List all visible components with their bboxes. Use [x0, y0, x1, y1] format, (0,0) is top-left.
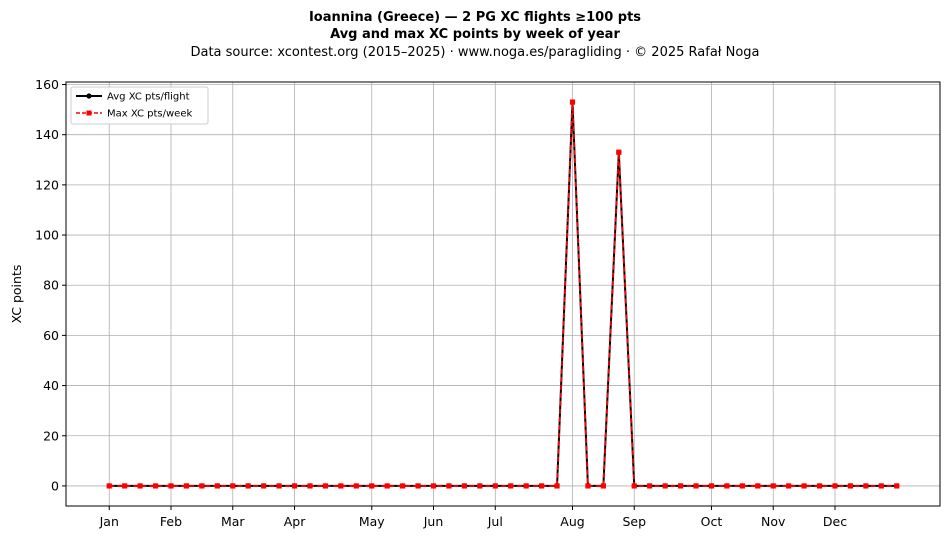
x-tick-label: Sep: [622, 514, 646, 529]
x-axis: Jan Feb Mar Apr May Jun Jul Aug Sep Oct Nov Dec: [99, 506, 847, 529]
series-point-1: [307, 483, 313, 489]
series-point-1: [477, 483, 483, 489]
y-axis: 0 20 40 60 80 100 120 140 160: [35, 77, 66, 493]
y-tick-label: 80: [43, 278, 59, 293]
series-point-1: [878, 483, 884, 489]
series-point-1: [369, 483, 375, 489]
series-point-1: [291, 483, 298, 489]
series-point-1: [214, 483, 220, 489]
series-line-0: [109, 102, 897, 487]
plot-frame: [65, 81, 941, 507]
series-point-1: [492, 483, 498, 489]
series-point-1: [430, 483, 437, 489]
series-point-1: [168, 483, 174, 489]
series-point-1: [708, 483, 715, 489]
series-point-1: [739, 483, 745, 489]
grid: [66, 82, 940, 506]
series-point-1: [600, 483, 606, 489]
x-tick-label: Dec: [823, 514, 847, 529]
legend-label-avg: Avg XC pts/flight: [107, 92, 190, 103]
series-point-1: [338, 483, 344, 489]
series-point-1: [446, 483, 452, 489]
y-tick-label: 40: [43, 378, 59, 393]
series-point-1: [693, 483, 699, 489]
series-point-1: [554, 483, 560, 489]
x-tick-label: Nov: [761, 514, 786, 529]
x-tick-label: Aug: [560, 514, 584, 529]
legend: Avg XC pts/flight Max XC pts/week: [70, 86, 209, 125]
series-point-1: [585, 483, 591, 489]
chart-source: Data source: xcontest.org (2015–2025) · …: [190, 45, 759, 60]
x-tick-label: Apr: [284, 514, 306, 529]
series-point-1: [631, 483, 637, 489]
y-tick-label: 120: [35, 177, 59, 192]
y-tick-label: 0: [51, 478, 59, 493]
series-point-1: [616, 149, 622, 155]
series-point-1: [724, 483, 730, 489]
x-tick-label: Mar: [221, 514, 245, 529]
chart-subtitle: Avg and max XC points by week of year: [330, 27, 620, 42]
legend-marker-avg: [86, 93, 92, 99]
series-point-1: [539, 483, 545, 489]
x-tick-label: Jan: [99, 514, 119, 529]
series-point-1: [508, 483, 514, 489]
chart-title: Ioannina (Greece) — 2 PG XC flights ≥100…: [309, 10, 641, 25]
series-point-1: [322, 483, 329, 489]
series-point-1: [755, 483, 761, 489]
series-point-1: [137, 483, 143, 489]
series-point-1: [677, 483, 684, 489]
x-tick-label: Jun: [423, 514, 444, 529]
y-tick-label: 100: [35, 228, 59, 243]
series-point-1: [106, 483, 112, 489]
series-point-1: [152, 483, 159, 489]
series-point-1: [353, 483, 359, 489]
series-point-1: [816, 483, 823, 489]
x-tick-label: Feb: [160, 514, 182, 529]
series-point-1: [415, 483, 421, 489]
series-point-1: [245, 483, 251, 489]
y-tick-label: 140: [35, 127, 59, 142]
series-point-1: [400, 483, 406, 489]
series-point-1: [863, 483, 869, 489]
legend-label-max: Max XC pts/week: [107, 109, 192, 120]
series-point-1: [183, 483, 190, 489]
x-tick-label: Oct: [701, 514, 723, 529]
series-point-1: [461, 483, 467, 489]
series-point-1: [647, 483, 653, 489]
series-point-1: [523, 483, 529, 489]
y-tick-label: 60: [43, 328, 59, 343]
series-point-1: [261, 483, 267, 489]
series-point-1: [770, 483, 776, 489]
series-point-1: [276, 483, 282, 489]
series-point-1: [230, 483, 236, 489]
x-tick-label: May: [359, 514, 385, 529]
series-point-1: [662, 483, 668, 489]
series-point-1: [894, 483, 900, 489]
y-tick-label: 20: [43, 428, 59, 443]
x-tick-label: Jul: [487, 514, 503, 529]
series-point-1: [199, 483, 205, 489]
series-point-1: [122, 483, 128, 489]
series-point-1: [801, 483, 807, 489]
y-tick-label: 160: [35, 77, 59, 92]
series-point-1: [832, 483, 838, 489]
legend-marker-max: [86, 110, 92, 116]
legend-frame: [70, 86, 209, 125]
series-point-1: [384, 483, 390, 489]
y-axis-label: XC points: [9, 265, 24, 324]
series-point-1: [847, 483, 854, 489]
series-layer: [106, 99, 900, 489]
series-point-1: [569, 99, 576, 105]
series-line-1: [109, 102, 897, 487]
series-point-1: [786, 483, 792, 489]
